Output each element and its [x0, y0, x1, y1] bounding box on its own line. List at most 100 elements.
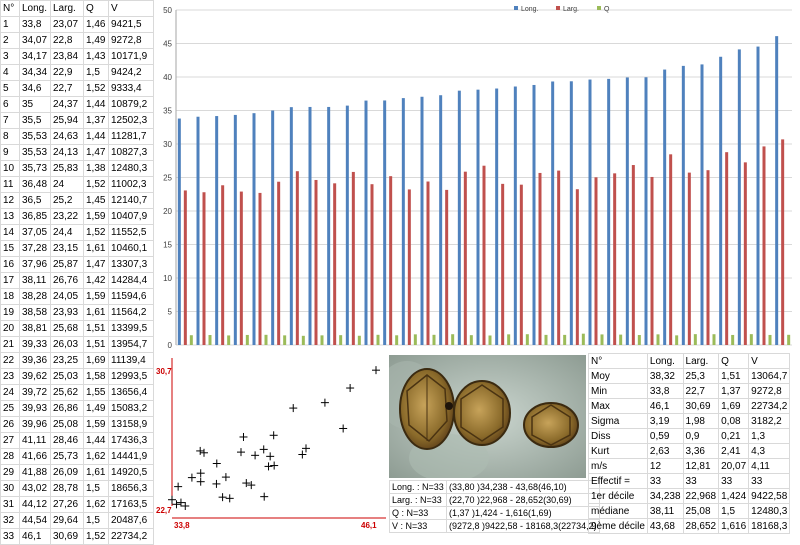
table-row: Max 46,1 30,69 1,69 22734,2	[588, 398, 791, 414]
table-cell: 22,968	[682, 488, 720, 504]
table-row: Moy 38,32 25,3 1,51 13064,7	[588, 368, 791, 384]
larg-bar	[706, 170, 710, 345]
table-cell: 12	[646, 458, 684, 474]
table-row: 5 34,6 22,7 1,52 9333,4	[0, 80, 154, 97]
table-cell: 22734,2	[748, 398, 791, 414]
table-cell: 39,96	[19, 416, 51, 433]
table-cell: 34,07	[19, 32, 51, 49]
table-header-cell: Long.	[19, 0, 51, 17]
table-cell: 39,36	[19, 352, 51, 369]
larg-bar	[594, 177, 598, 345]
table-cell: 13954,7	[108, 336, 154, 353]
larg-bar	[333, 183, 337, 345]
table-cell: médiane	[588, 503, 648, 519]
long-bar	[364, 100, 368, 345]
larg-bar	[407, 189, 411, 345]
table-cell: 1,69	[718, 398, 750, 414]
table-cell: 13307,3	[108, 256, 154, 273]
table-cell: 25,68	[50, 320, 84, 337]
q-bar	[544, 334, 548, 345]
table-cell: 1,69	[83, 352, 109, 369]
larg-bar	[631, 165, 635, 345]
table-cell: 23,84	[50, 48, 84, 65]
table-header-cell: V	[748, 353, 791, 369]
long-bar	[476, 89, 480, 346]
table-row: Diss 0,59 0,9 0,21 1,3	[588, 428, 791, 444]
table-cell: 26,03	[50, 336, 84, 353]
table-cell: 36,5	[19, 192, 51, 209]
long-bar	[289, 107, 293, 346]
table-cell: 1,5	[718, 503, 750, 519]
table-row: 25 39,93 26,86 1,49 15083,2	[0, 400, 154, 417]
q-bar	[227, 335, 231, 345]
table-row: 15 37,28 23,15 1,61 10460,1	[0, 240, 154, 257]
table-cell: 30,69	[50, 528, 84, 545]
table-cell: 28	[0, 448, 20, 465]
table-cell: 0,21	[718, 428, 750, 444]
table-cell: 24	[0, 384, 20, 401]
larg-bar	[183, 190, 187, 345]
table-cell: 33	[0, 528, 20, 545]
table-row: 9ème décile 43,68 28,652 1,616 18168,3	[588, 518, 791, 534]
table-cell: 22,7	[50, 80, 84, 97]
table-cell: 33,8	[19, 16, 51, 33]
larg-bar	[370, 184, 374, 345]
scatter-x-max-label: 46,1	[361, 521, 377, 530]
table-cell: 1,5	[83, 480, 109, 497]
table-row: 18 38,28 24,05 1,59 11594,6	[0, 288, 154, 305]
long-bar	[663, 69, 667, 346]
table-row: 7 35,5 25,94 1,37 12502,3	[0, 112, 154, 129]
range-value: (1,37 )1,424 - 1,616(1,69)	[446, 506, 600, 520]
q-bar	[600, 334, 604, 345]
table-cell: 25,62	[50, 384, 84, 401]
table-cell: 17436,3	[108, 432, 154, 449]
larg-bar	[258, 192, 262, 345]
q-bar	[787, 334, 791, 345]
scatter-point	[251, 451, 260, 460]
table-cell: 26,86	[50, 400, 84, 417]
spore-2	[445, 380, 511, 446]
q-bar	[637, 335, 641, 345]
table-cell: 11281,7	[108, 128, 154, 145]
scatter-y-max-label: 30,7	[156, 367, 172, 376]
table-row: Min 33,8 22,7 1,37 9272,8	[588, 383, 791, 399]
q-bar	[619, 334, 623, 345]
table-cell: 1,5	[83, 64, 109, 81]
table-cell: 27	[0, 432, 20, 449]
long-bar	[233, 114, 237, 345]
q-bar	[469, 335, 473, 345]
larg-bar	[501, 183, 505, 345]
scatter-point	[320, 398, 329, 407]
table-cell: 1,59	[83, 288, 109, 305]
table-cell: 1,47	[83, 256, 109, 273]
y-tick-label: 25	[163, 174, 172, 183]
table-cell: 44,12	[19, 496, 51, 513]
table-cell: 14	[0, 224, 20, 241]
q-bar	[395, 335, 399, 345]
table-cell: 26,76	[50, 272, 84, 289]
y-tick-label: 30	[163, 140, 172, 149]
q-bar	[339, 335, 343, 345]
table-cell: 32	[0, 512, 20, 529]
scatter-point	[372, 366, 380, 375]
scatter-point	[236, 448, 245, 457]
table-cell: 25,73	[50, 448, 84, 465]
table-cell: Kurt	[588, 443, 648, 459]
table-cell: 1,51	[83, 336, 109, 353]
range-value: (22,70 )22,968 - 28,652(30,69)	[446, 493, 600, 507]
range-label: Long. : N=33	[389, 480, 447, 494]
table-cell: 25,08	[682, 503, 720, 519]
table-cell: 3,36	[682, 443, 720, 459]
table-row: 2 34,07 22,8 1,49 9272,8	[0, 32, 154, 49]
q-bar	[451, 334, 455, 345]
table-cell: 11139,4	[108, 352, 154, 369]
scatter-x-min-label: 33,8	[174, 521, 190, 530]
table-cell: 34,6	[19, 80, 51, 97]
table-cell: 38,28	[19, 288, 51, 305]
table-row: 14 37,05 24,4 1,52 11552,5	[0, 224, 154, 241]
table-row: 32 44,54 29,64 1,5 20487,6	[0, 512, 154, 529]
table-cell: 25,3	[682, 368, 720, 384]
table-cell: 13399,5	[108, 320, 154, 337]
table-cell: 28,78	[50, 480, 84, 497]
table-cell: 12480,3	[108, 160, 154, 177]
